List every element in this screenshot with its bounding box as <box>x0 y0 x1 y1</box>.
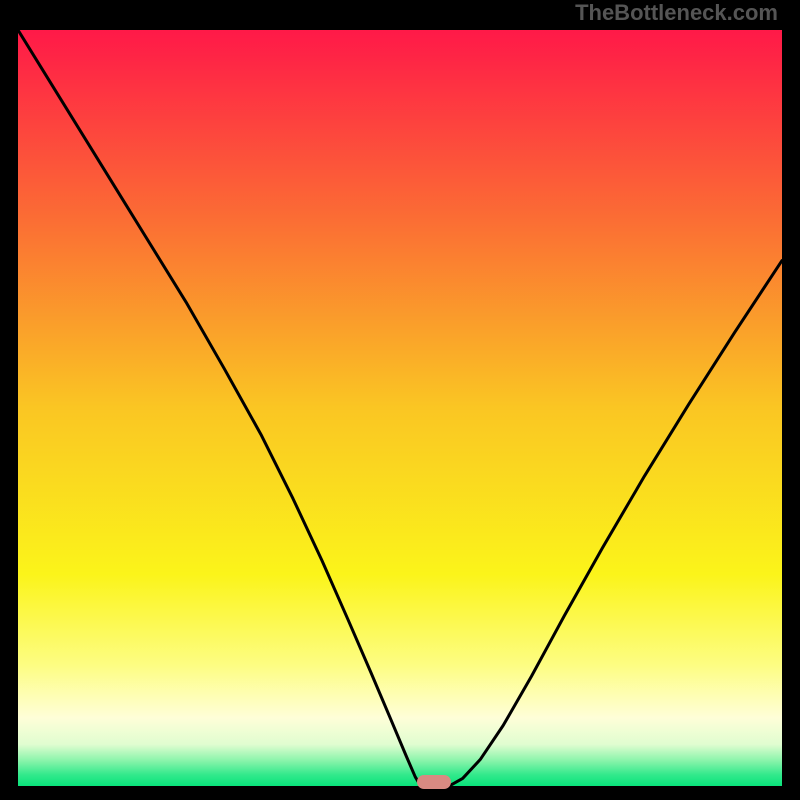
gradient-background <box>18 30 782 786</box>
bottleneck-chart: TheBottleneck.com <box>0 0 800 800</box>
watermark-label: TheBottleneck.com <box>575 0 778 26</box>
optimal-marker <box>417 775 451 789</box>
plot-area <box>18 30 782 786</box>
